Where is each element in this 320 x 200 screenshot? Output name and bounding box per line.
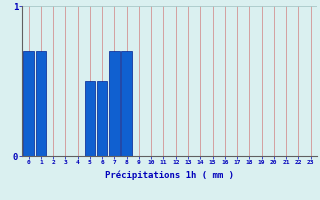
Bar xyxy=(109,51,120,156)
X-axis label: Précipitations 1h ( mm ): Précipitations 1h ( mm ) xyxy=(105,171,234,180)
Bar xyxy=(85,81,95,156)
Bar xyxy=(36,51,46,156)
Bar xyxy=(122,51,132,156)
Bar xyxy=(23,51,34,156)
Bar xyxy=(97,81,107,156)
